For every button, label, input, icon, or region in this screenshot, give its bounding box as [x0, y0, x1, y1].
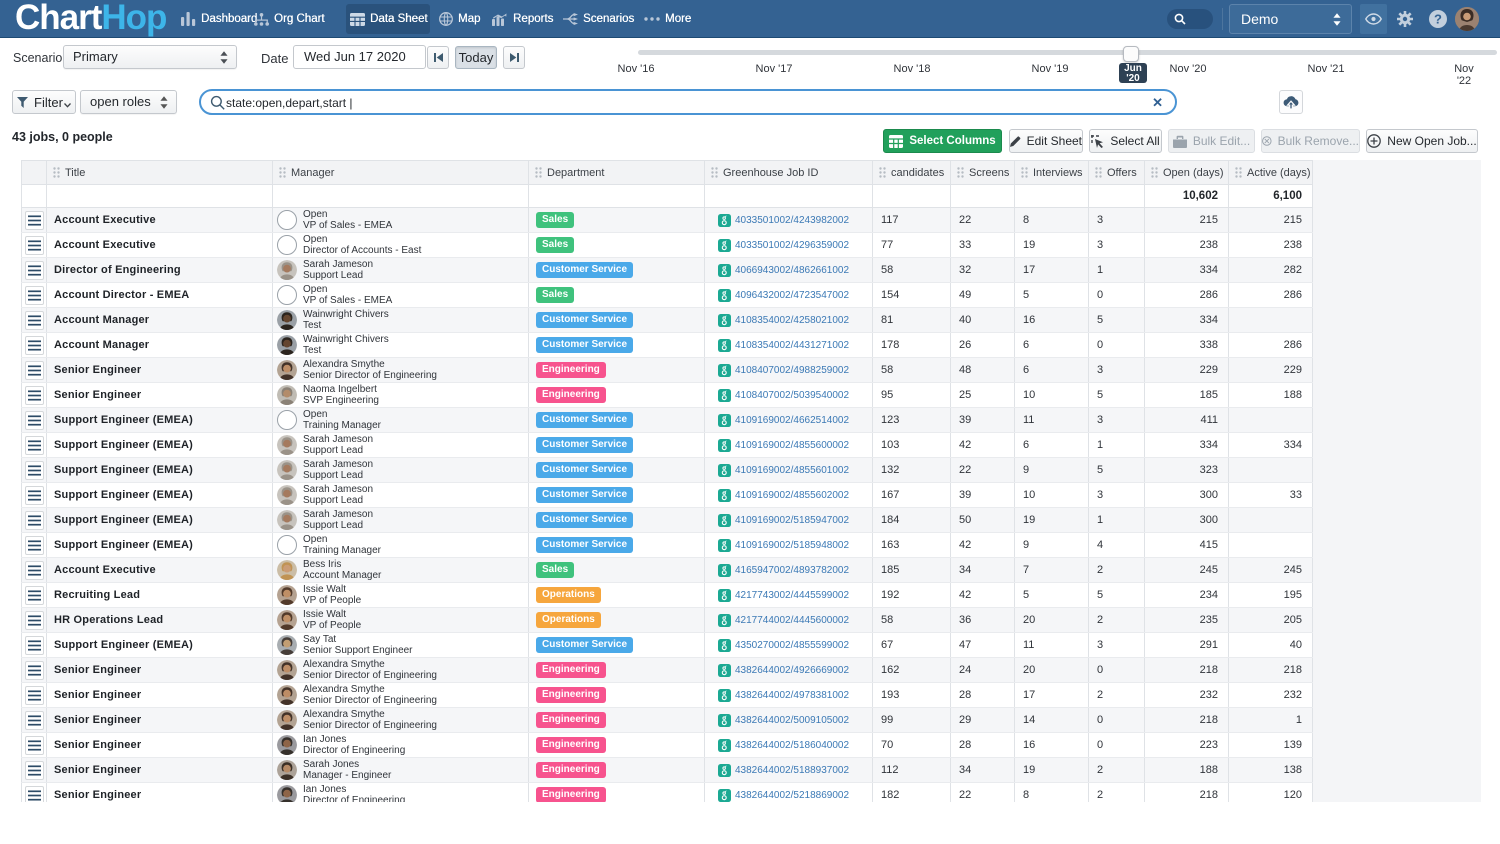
svg-text:?: ? — [1434, 12, 1442, 27]
